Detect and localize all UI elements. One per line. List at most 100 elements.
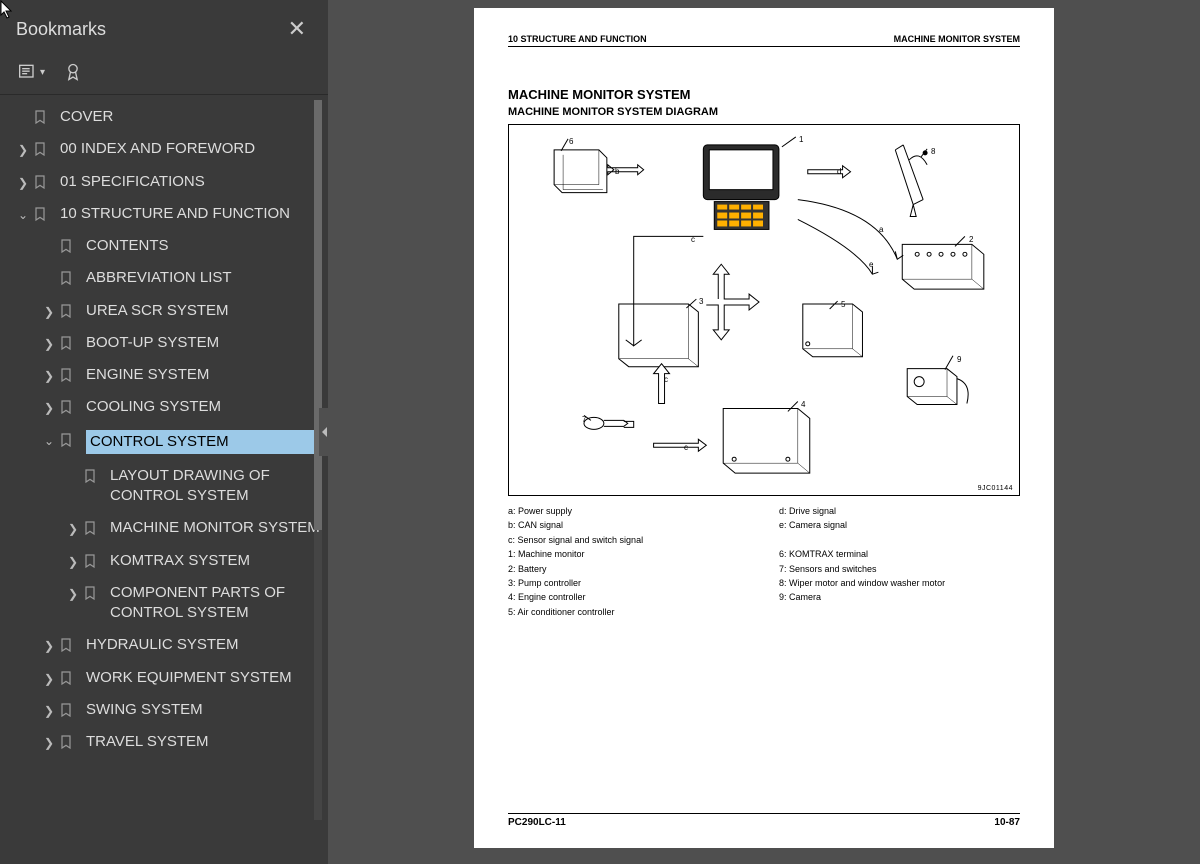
chevron-icon[interactable]: ❯: [18, 139, 32, 158]
page-header-right: MACHINE MONITOR SYSTEM: [894, 34, 1020, 44]
close-icon[interactable]: ✕: [282, 14, 312, 44]
bookmark-item[interactable]: ❯ COMPONENT PARTS OF CONTROL SYSTEM: [8, 577, 324, 630]
bookmark-item[interactable]: COVER: [8, 101, 324, 133]
diagram-label: 2: [969, 235, 973, 244]
diagram-label: 7: [582, 415, 586, 424]
bookmark-icon: [32, 172, 52, 190]
chevron-icon[interactable]: ❯: [44, 668, 58, 687]
diagram-label: c: [691, 235, 695, 244]
bookmark-item[interactable]: ❯ UREA SCR SYSTEM: [8, 295, 324, 327]
bookmark-item[interactable]: ❯ BOOT-UP SYSTEM: [8, 327, 324, 359]
diagram-label: 4: [801, 400, 805, 409]
bookmark-label: HYDRAULIC SYSTEM: [86, 635, 320, 655]
diagram: 9JC01144 618bdca2e35c974c: [508, 124, 1020, 496]
chevron-icon[interactable]: [68, 466, 82, 469]
diagram-label: 5: [841, 300, 845, 309]
page-footer-left: PC290LC-11: [508, 817, 566, 828]
options-icon[interactable]: ▾: [18, 62, 45, 82]
bookmark-label: ENGINE SYSTEM: [86, 365, 320, 385]
bookmark-icon: [58, 700, 78, 718]
bookmark-icon: [32, 107, 52, 125]
chevron-icon[interactable]: ❯: [68, 551, 82, 570]
bookmark-item[interactable]: ❯TRAVEL SYSTEM: [8, 726, 324, 758]
bookmark-icon: [82, 551, 102, 569]
bookmark-item[interactable]: ❯ 00 INDEX AND FOREWORD: [8, 133, 324, 165]
bookmark-label: CONTENTS: [86, 236, 320, 256]
legend-row: 5: Air conditioner controller: [508, 605, 749, 619]
chevron-icon[interactable]: ⌄: [18, 204, 32, 223]
chevron-icon[interactable]: ❯: [44, 635, 58, 654]
bookmark-label: LAYOUT DRAWING OF CONTROL SYSTEM: [110, 466, 320, 507]
diagram-label: 1: [799, 135, 803, 144]
bookmark-icon: [58, 668, 78, 686]
bookmark-label: BOOT-UP SYSTEM: [86, 333, 320, 353]
bookmark-tree: COVER ❯ 00 INDEX AND FOREWORD ❯ 01 SPECIFICA…: [0, 95, 328, 864]
legend-row: 1: Machine monitor: [508, 547, 749, 561]
bookmark-item[interactable]: ❯ 01 SPECIFICATIONS: [8, 166, 324, 198]
bookmark-icon: [58, 365, 78, 383]
legend-row: 8: Wiper motor and window washer motor: [779, 576, 1020, 590]
diagram-label: 3: [699, 297, 703, 306]
bookmark-item[interactable]: ❯ SWING SYSTEM: [8, 694, 324, 726]
bookmark-item[interactable]: ❯ HYDRAULIC SYSTEM: [8, 629, 324, 661]
legend-row: 4: Engine controller: [508, 590, 749, 604]
legend-row: d: Drive signal: [779, 504, 1020, 518]
diagram-label: e: [869, 260, 873, 269]
chevron-icon[interactable]: [44, 236, 58, 239]
chevron-icon[interactable]: ❯: [44, 732, 58, 751]
diagram-label: 9: [957, 355, 961, 364]
collapse-handle[interactable]: [319, 408, 329, 456]
bookmark-label: UREA SCR SYSTEM: [86, 301, 320, 321]
chevron-icon[interactable]: ⌄: [44, 430, 58, 449]
bookmark-item[interactable]: ❯ COOLING SYSTEM: [8, 391, 324, 423]
bookmark-icon: [58, 236, 78, 254]
chevron-icon[interactable]: ❯: [44, 397, 58, 416]
diagram-label: 8: [931, 147, 935, 156]
legend-row: b: CAN signal: [508, 518, 749, 532]
diagram-svg: [509, 125, 1019, 495]
cursor-icon: [0, 0, 16, 20]
diagram-label: d: [837, 167, 841, 176]
bookmark-label: COMPONENT PARTS OF CONTROL SYSTEM: [110, 583, 320, 624]
bookmark-item[interactable]: ❯ MACHINE MONITOR SYSTEM: [8, 512, 324, 544]
diagram-label: c: [684, 443, 688, 452]
bookmarks-sidebar: Bookmarks ✕ ▾ COVER❯00 INDEX AND FOREWOR…: [0, 0, 328, 864]
chevron-icon[interactable]: [44, 268, 58, 271]
chevron-icon[interactable]: ❯: [68, 583, 82, 602]
bookmark-item[interactable]: ⌄ 10 STRUCTURE AND FUNCTION: [8, 198, 324, 230]
legend-row: 2: Battery: [508, 562, 749, 576]
diagram-label: 6: [569, 137, 573, 146]
bookmark-label: SWING SYSTEM: [86, 700, 320, 720]
bookmark-label: ABBREVIATION LIST: [86, 268, 320, 288]
legend-row: c: Sensor signal and switch signal: [508, 533, 749, 547]
ribbon-icon[interactable]: [63, 62, 83, 82]
bookmark-label: 10 STRUCTURE AND FUNCTION: [60, 204, 320, 224]
bookmark-label: COOLING SYSTEM: [86, 397, 320, 417]
bookmark-item[interactable]: ABBREVIATION LIST: [8, 262, 324, 294]
bookmark-icon: [82, 518, 102, 536]
bookmark-label: MACHINE MONITOR SYSTEM: [110, 518, 320, 538]
chevron-icon[interactable]: ❯: [44, 301, 58, 320]
diagram-label: b: [615, 167, 619, 176]
chevron-icon[interactable]: ❯: [44, 700, 58, 719]
bookmark-icon: [58, 635, 78, 653]
bookmark-item[interactable]: ❯KOMTRAX SYSTEM: [8, 545, 324, 577]
bookmark-item[interactable]: CONTENTS: [8, 230, 324, 262]
bookmark-item[interactable]: ⌄CONTROL SYSTEM: [8, 424, 324, 460]
bookmark-item[interactable]: ❯WORK EQUIPMENT SYSTEM: [8, 662, 324, 694]
chevron-icon[interactable]: [18, 107, 32, 110]
chevron-icon[interactable]: ❯: [18, 172, 32, 191]
bookmark-icon: [32, 204, 52, 222]
chevron-icon[interactable]: ❯: [44, 333, 58, 352]
document-area: 10 STRUCTURE AND FUNCTION MACHINE MONITO…: [328, 0, 1200, 864]
bookmark-label: 01 SPECIFICATIONS: [60, 172, 320, 192]
scrollbar-thumb[interactable]: [314, 100, 322, 530]
legend: a: Power supplyb: CAN signalc: Sensor si…: [508, 504, 1020, 619]
bookmark-label: 00 INDEX AND FOREWORD: [60, 139, 320, 159]
chevron-icon[interactable]: ❯: [68, 518, 82, 537]
bookmark-item[interactable]: ❯ ENGINE SYSTEM: [8, 359, 324, 391]
bookmark-item[interactable]: LAYOUT DRAWING OF CONTROL SYSTEM: [8, 460, 324, 513]
chevron-icon[interactable]: ❯: [44, 365, 58, 384]
diagram-label: c: [664, 375, 668, 384]
section-title: MACHINE MONITOR SYSTEM: [508, 87, 1020, 102]
